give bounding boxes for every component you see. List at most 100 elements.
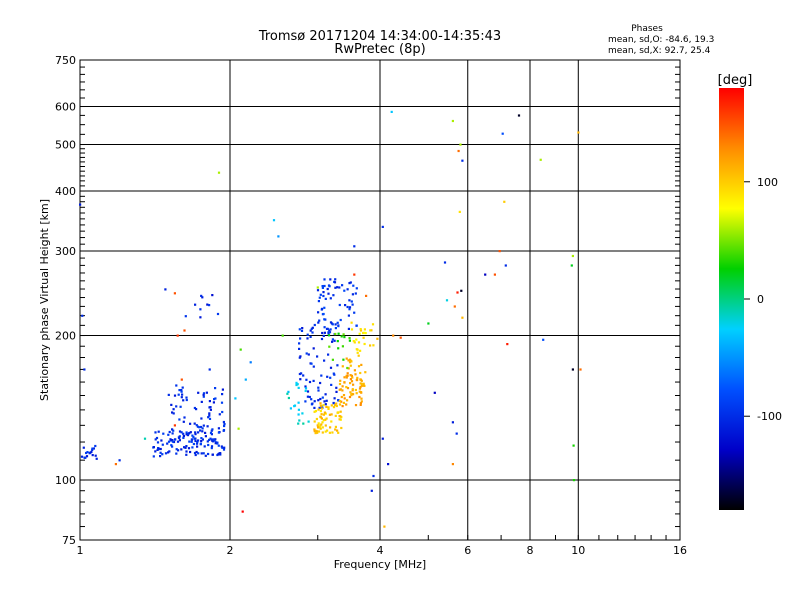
data-point — [484, 273, 487, 276]
data-point — [211, 440, 215, 443]
data-point — [329, 366, 333, 369]
data-point — [334, 323, 337, 326]
data-point — [173, 292, 176, 295]
data-point — [326, 375, 329, 378]
data-point — [302, 374, 305, 377]
data-point — [351, 293, 354, 296]
data-point — [322, 294, 325, 298]
data-point — [517, 114, 521, 117]
data-point — [298, 372, 301, 376]
y-tick-label: 400 — [55, 185, 76, 198]
data-point — [79, 203, 82, 206]
data-point — [190, 440, 193, 443]
data-point — [295, 383, 298, 387]
data-point — [143, 437, 147, 440]
data-point — [506, 343, 509, 346]
data-point — [353, 369, 356, 372]
data-point — [348, 308, 351, 311]
data-point — [357, 354, 360, 357]
data-point — [199, 308, 202, 311]
data-point — [201, 430, 204, 433]
data-point — [359, 371, 362, 375]
data-point — [348, 299, 351, 302]
data-point — [186, 434, 190, 437]
data-point — [313, 428, 316, 431]
data-point — [332, 402, 335, 405]
data-point — [319, 404, 322, 407]
data-point — [305, 352, 308, 355]
data-point — [300, 372, 303, 375]
data-point — [459, 143, 462, 146]
data-point — [200, 437, 203, 440]
data-point — [220, 445, 223, 448]
data-point — [350, 392, 353, 395]
data-point — [223, 423, 226, 426]
data-point — [82, 446, 85, 449]
data-point — [342, 401, 345, 404]
data-point — [221, 393, 224, 396]
data-point — [338, 382, 342, 386]
data-point — [217, 444, 220, 447]
data-point — [317, 321, 320, 324]
data-point — [185, 450, 188, 453]
data-point — [358, 387, 362, 390]
data-point — [206, 303, 209, 306]
data-point — [348, 339, 351, 342]
data-point — [182, 399, 185, 402]
data-point — [197, 452, 200, 455]
data-point — [182, 432, 185, 435]
data-point — [311, 402, 314, 405]
data-point — [323, 359, 326, 362]
data-point — [348, 306, 352, 309]
colorbar-label: [deg] — [718, 73, 753, 88]
data-point — [297, 422, 300, 425]
data-point — [317, 408, 320, 411]
data-point — [333, 397, 336, 400]
data-point — [357, 341, 361, 344]
data-point — [349, 364, 352, 367]
data-point — [324, 418, 327, 421]
data-point — [299, 337, 302, 340]
data-point — [318, 319, 321, 322]
data-point — [200, 417, 203, 420]
data-point — [185, 453, 188, 456]
data-point — [359, 329, 363, 332]
data-point — [345, 386, 348, 389]
data-point — [183, 446, 186, 449]
data-point — [316, 355, 319, 358]
data-point — [348, 282, 351, 285]
data-point — [308, 380, 312, 384]
data-point — [211, 294, 214, 297]
data-point — [358, 390, 361, 393]
data-point — [351, 303, 354, 306]
data-point — [355, 348, 358, 351]
data-point — [335, 386, 338, 389]
data-point — [324, 403, 327, 406]
data-point — [341, 385, 344, 388]
data-point — [329, 426, 332, 429]
data-point — [216, 442, 219, 445]
data-point — [214, 387, 217, 390]
data-point — [346, 288, 349, 291]
data-point — [328, 431, 331, 434]
data-point — [330, 404, 333, 407]
data-point — [208, 400, 211, 403]
data-point — [187, 447, 191, 450]
data-point — [180, 448, 183, 451]
data-point — [218, 413, 221, 416]
data-point — [572, 479, 576, 482]
data-point — [383, 525, 386, 528]
data-point — [311, 326, 314, 329]
data-point — [345, 403, 348, 406]
data-point — [297, 413, 300, 416]
data-point — [177, 449, 180, 452]
data-point — [213, 439, 216, 442]
data-point — [200, 400, 203, 403]
data-point — [342, 394, 346, 397]
data-point — [200, 294, 203, 297]
data-point — [338, 415, 341, 418]
data-point — [461, 316, 464, 319]
data-point — [222, 420, 225, 424]
x-tick-label: 8 — [527, 544, 534, 557]
data-point — [399, 336, 402, 339]
